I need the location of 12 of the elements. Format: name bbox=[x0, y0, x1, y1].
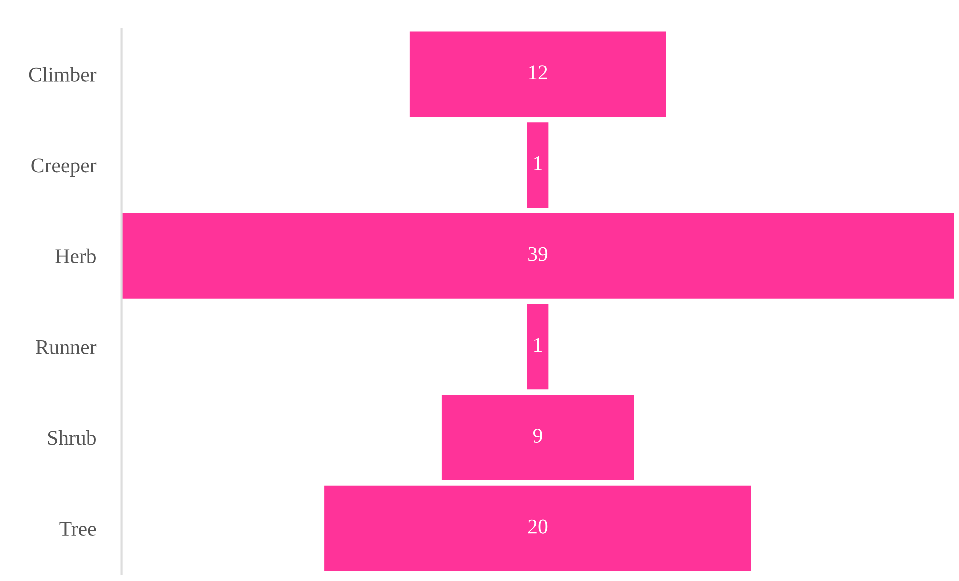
category-label: Runner bbox=[36, 340, 97, 354]
data-label: 1 bbox=[534, 156, 542, 170]
data-label: 20 bbox=[528, 520, 548, 534]
data-label: 9 bbox=[533, 429, 542, 443]
category-label: Tree bbox=[60, 522, 96, 536]
category-label: Shrub bbox=[48, 430, 96, 446]
category-label: Climber bbox=[29, 67, 97, 82]
category-label: Creeper bbox=[32, 158, 97, 177]
category-label: Herb bbox=[56, 248, 96, 264]
data-label: 12 bbox=[529, 66, 548, 80]
data-label: 39 bbox=[528, 247, 548, 262]
data-label: 1 bbox=[534, 338, 542, 352]
